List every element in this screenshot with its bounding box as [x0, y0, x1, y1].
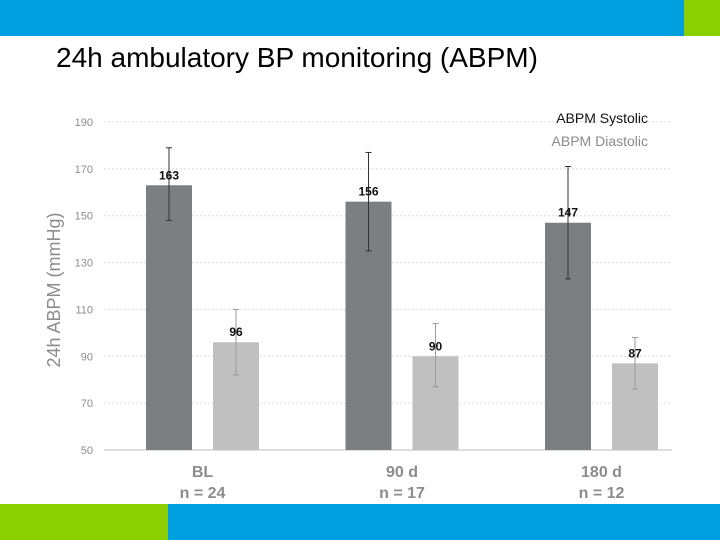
data-label: 87 [628, 346, 642, 360]
bar-systolic [146, 185, 192, 450]
legend-diastolic: ABPM Diastolic [551, 133, 648, 149]
x-tick-label: 90 d [386, 464, 418, 481]
x-tick-sample-size: n = 24 [180, 485, 226, 502]
y-tick-label: 70 [81, 398, 93, 410]
data-label: 156 [358, 185, 378, 199]
data-label: 147 [558, 206, 578, 220]
y-tick-label: 110 [75, 304, 93, 316]
header-accent [684, 0, 720, 36]
legend-systolic: ABPM Systolic [556, 110, 648, 126]
footer-accent [0, 504, 168, 540]
slide-title: 24h ambulatory BP monitoring (ABPM) [56, 42, 538, 73]
x-tick-label: 180 d [581, 464, 622, 481]
y-tick-label: 90 [81, 351, 93, 363]
y-axis-label: 24h ABPM (mmHg) [44, 212, 64, 367]
y-tick-label: 50 [81, 445, 93, 457]
x-tick-sample-size: n = 12 [579, 485, 625, 502]
x-tick-sample-size: n = 17 [379, 485, 425, 502]
footer-bar [168, 504, 720, 540]
data-label: 163 [159, 168, 179, 182]
header-bar [0, 0, 684, 36]
y-tick-label: 170 [75, 164, 93, 176]
data-label: 90 [429, 339, 443, 353]
y-tick-label: 130 [75, 258, 93, 270]
data-label: 96 [229, 325, 243, 339]
x-tick-label: BL [192, 464, 214, 481]
y-tick-label: 190 [75, 117, 93, 129]
y-tick-label: 150 [75, 211, 93, 223]
